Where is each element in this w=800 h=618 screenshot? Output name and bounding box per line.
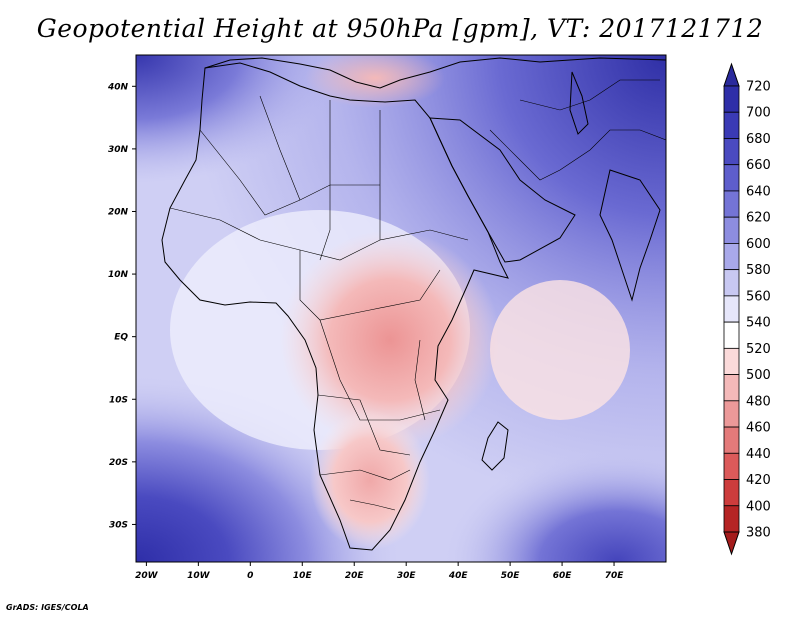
europe-coastline: [204, 57, 666, 89]
border-segment: [259, 95, 301, 201]
lon-tick-label: 30E: [397, 571, 417, 581]
colorbar-label: 580: [746, 263, 771, 278]
border-segment: [319, 469, 411, 481]
lon-tick-label: 60E: [553, 571, 573, 581]
lat-tick-label: 20N: [108, 207, 129, 217]
colorbar-label: 520: [746, 342, 771, 357]
lon-tick-label: 40E: [448, 571, 469, 581]
colorbar-label: 680: [746, 132, 771, 147]
lat-tick-label: 40N: [107, 82, 129, 92]
lon-tick-label: 10W: [187, 571, 211, 581]
map-title: Geopotential Height at 950hPa [gpm], VT:…: [36, 14, 764, 43]
arabia-coastline: [429, 117, 576, 263]
border-segment: [414, 339, 426, 421]
field-southeast-high: [420, 400, 666, 562]
grads-credit: GrADS: IGES/COLA: [6, 603, 89, 612]
colorbar-swatch: [723, 479, 740, 507]
coastlines: [161, 57, 666, 551]
lon-tick-label: 20E: [345, 571, 365, 581]
border-segment: [319, 100, 331, 261]
colorbar-label: 720: [746, 80, 771, 95]
border-segment: [489, 129, 666, 181]
colorbar-swatch: [723, 216, 740, 244]
colorbar-swatch: [723, 269, 740, 297]
border-segment: [169, 207, 469, 261]
colorbar-swatch: [723, 243, 740, 271]
colorbar-swatch: [723, 400, 740, 428]
longitude-axis: 20W 10W 0 10E 20E 30E 40E 50E 60E 70E: [135, 562, 624, 581]
colorbar-label: 400: [746, 499, 771, 514]
lat-tick-label: 30N: [108, 145, 129, 155]
colorbar-label: 420: [746, 473, 771, 488]
map-frame: [135, 54, 667, 563]
colorbar-label: 380: [746, 526, 771, 541]
colorbar-swatch: [723, 321, 740, 349]
field-aegean-low: [305, 55, 445, 108]
lon-tick-label: 70E: [605, 571, 625, 581]
colorbar: 720 700 680 660 640 620 600 580 560 540 520 500 480 4…: [723, 62, 771, 556]
lat-tick-label: EQ: [114, 333, 128, 343]
colorbar-label: 600: [746, 237, 771, 252]
colorbar-label: 500: [746, 368, 771, 383]
lat-tick-label: 10N: [108, 270, 129, 280]
latitude-axis: 40N 30N 20N 10N EQ 10S 20S 30S: [107, 82, 136, 530]
colorbar-label: 540: [746, 316, 771, 331]
colorbar-label: 440: [746, 447, 771, 462]
colorbar-swatch: [723, 190, 740, 218]
colorbar-swatch: [723, 452, 740, 480]
colorbar-swatch: [723, 295, 740, 323]
colorbar-top-arrow: [723, 62, 740, 87]
border-segment: [199, 129, 380, 216]
colorbar-label: 460: [746, 421, 771, 436]
border-segment: [319, 319, 441, 421]
colorbar-swatch: [723, 164, 740, 192]
border-segment: [299, 250, 441, 321]
colorbar-swatch: [723, 374, 740, 402]
colorbar-label: 640: [746, 184, 771, 199]
border-segment: [519, 79, 660, 111]
field-indian-ocean-low: [490, 280, 630, 420]
colorbar-swatch: [723, 505, 740, 533]
colorbar-bottom-arrow: [723, 531, 740, 556]
colorbar-label: 560: [746, 289, 771, 304]
lon-tick-label: 50E: [501, 571, 521, 581]
lat-tick-label: 20S: [109, 458, 128, 468]
field-southern-africa-low: [310, 410, 430, 550]
lon-tick-label: 10E: [293, 571, 313, 581]
colorbar-label: 700: [746, 106, 771, 121]
lat-tick-label: 30S: [109, 520, 128, 530]
africa-coastline: [161, 62, 509, 551]
border-segment: [349, 499, 396, 511]
lon-tick-label: 0: [247, 571, 253, 581]
colorbar-label: 620: [746, 211, 771, 226]
border-segment: [317, 394, 411, 456]
colorbar-label: 660: [746, 158, 771, 173]
caspian-coastline: [569, 71, 589, 135]
colorbar-label: 480: [746, 394, 771, 409]
country-borders: [169, 79, 666, 511]
colorbar-swatch: [723, 111, 740, 139]
lat-tick-label: 10S: [109, 395, 128, 405]
colorbar-swatch: [723, 347, 740, 375]
india-coastline: [599, 169, 661, 302]
lon-tick-label: 20W: [135, 571, 159, 581]
madagascar-coastline: [481, 421, 509, 471]
colorbar-swatch: [723, 85, 740, 113]
colorbar-swatch: [723, 138, 740, 166]
colorbar-swatch: [723, 426, 740, 454]
